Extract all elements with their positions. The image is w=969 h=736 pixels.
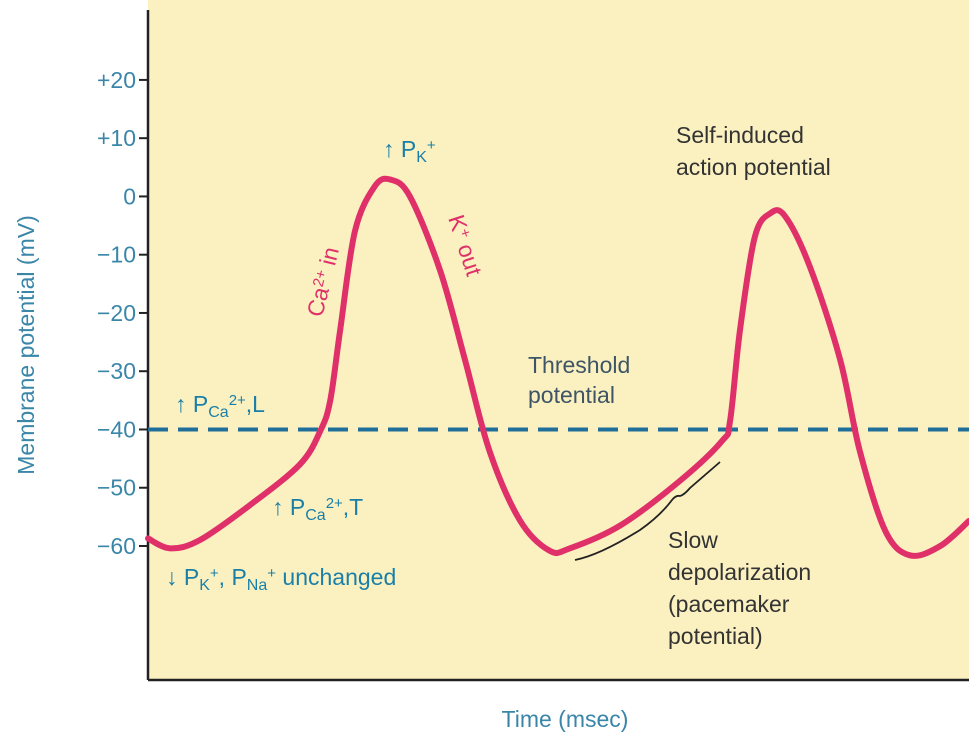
annotation-part: ↓ P	[166, 564, 199, 590]
annotation: ↓ PK+, PNa+ unchanged	[166, 564, 396, 594]
annotation: ↑ PCa2+,L	[175, 391, 265, 421]
y-tick-label: −50	[97, 475, 136, 501]
annotation-line: Slow	[668, 527, 718, 553]
annotation-part: 2+	[326, 495, 343, 512]
annotation-line: action potential	[676, 154, 831, 180]
annotation-part: +	[267, 565, 276, 582]
membrane-potential-line	[145, 175, 969, 559]
annotation-part: Ca	[208, 404, 229, 421]
annotation-part: 2+	[310, 268, 331, 289]
annotation-part: ↑ P	[272, 494, 305, 520]
y-tick-label: −30	[97, 358, 136, 384]
y-tick-label: 0	[123, 183, 136, 209]
annotation-line: potential)	[668, 623, 763, 649]
annotation-part: +	[427, 137, 436, 154]
y-tick-label: −60	[97, 533, 136, 559]
annotation-part: unchanged	[276, 564, 396, 590]
annotation-part: 2+	[229, 392, 246, 409]
annotation-line: Threshold	[528, 352, 630, 378]
annotation-part: , P	[219, 564, 247, 590]
annotation-line: depolarization	[668, 559, 811, 585]
annotation-line: Self-induced	[676, 122, 804, 148]
annotation-part: ,L	[246, 391, 265, 417]
y-tick-label: −10	[97, 242, 136, 268]
y-tick-label: −20	[97, 300, 136, 326]
y-axis-label: Membrane potential (mV)	[13, 215, 39, 475]
y-tick-label: +10	[97, 125, 136, 151]
annotation-part: K	[199, 577, 210, 594]
x-axis-label: Time (msec)	[502, 706, 629, 732]
annotation: ↑ PCa2+,T	[272, 494, 363, 524]
annotation-line: potential	[528, 382, 615, 408]
annotation-part: K	[416, 149, 427, 166]
y-tick-label: +20	[97, 67, 136, 93]
annotation-part: ,T	[343, 494, 363, 520]
annotation-part: Ca	[305, 507, 326, 524]
annotation-part: Na	[247, 577, 268, 594]
brace	[574, 461, 721, 561]
annotation-part: ↑ P	[175, 391, 208, 417]
annotation-line: (pacemaker	[668, 591, 790, 617]
annotation-part: ↑ P	[383, 136, 416, 162]
annotation: ↑ PK+	[383, 136, 436, 166]
y-tick-label: −40	[97, 416, 136, 442]
annotation-part: +	[210, 565, 219, 582]
